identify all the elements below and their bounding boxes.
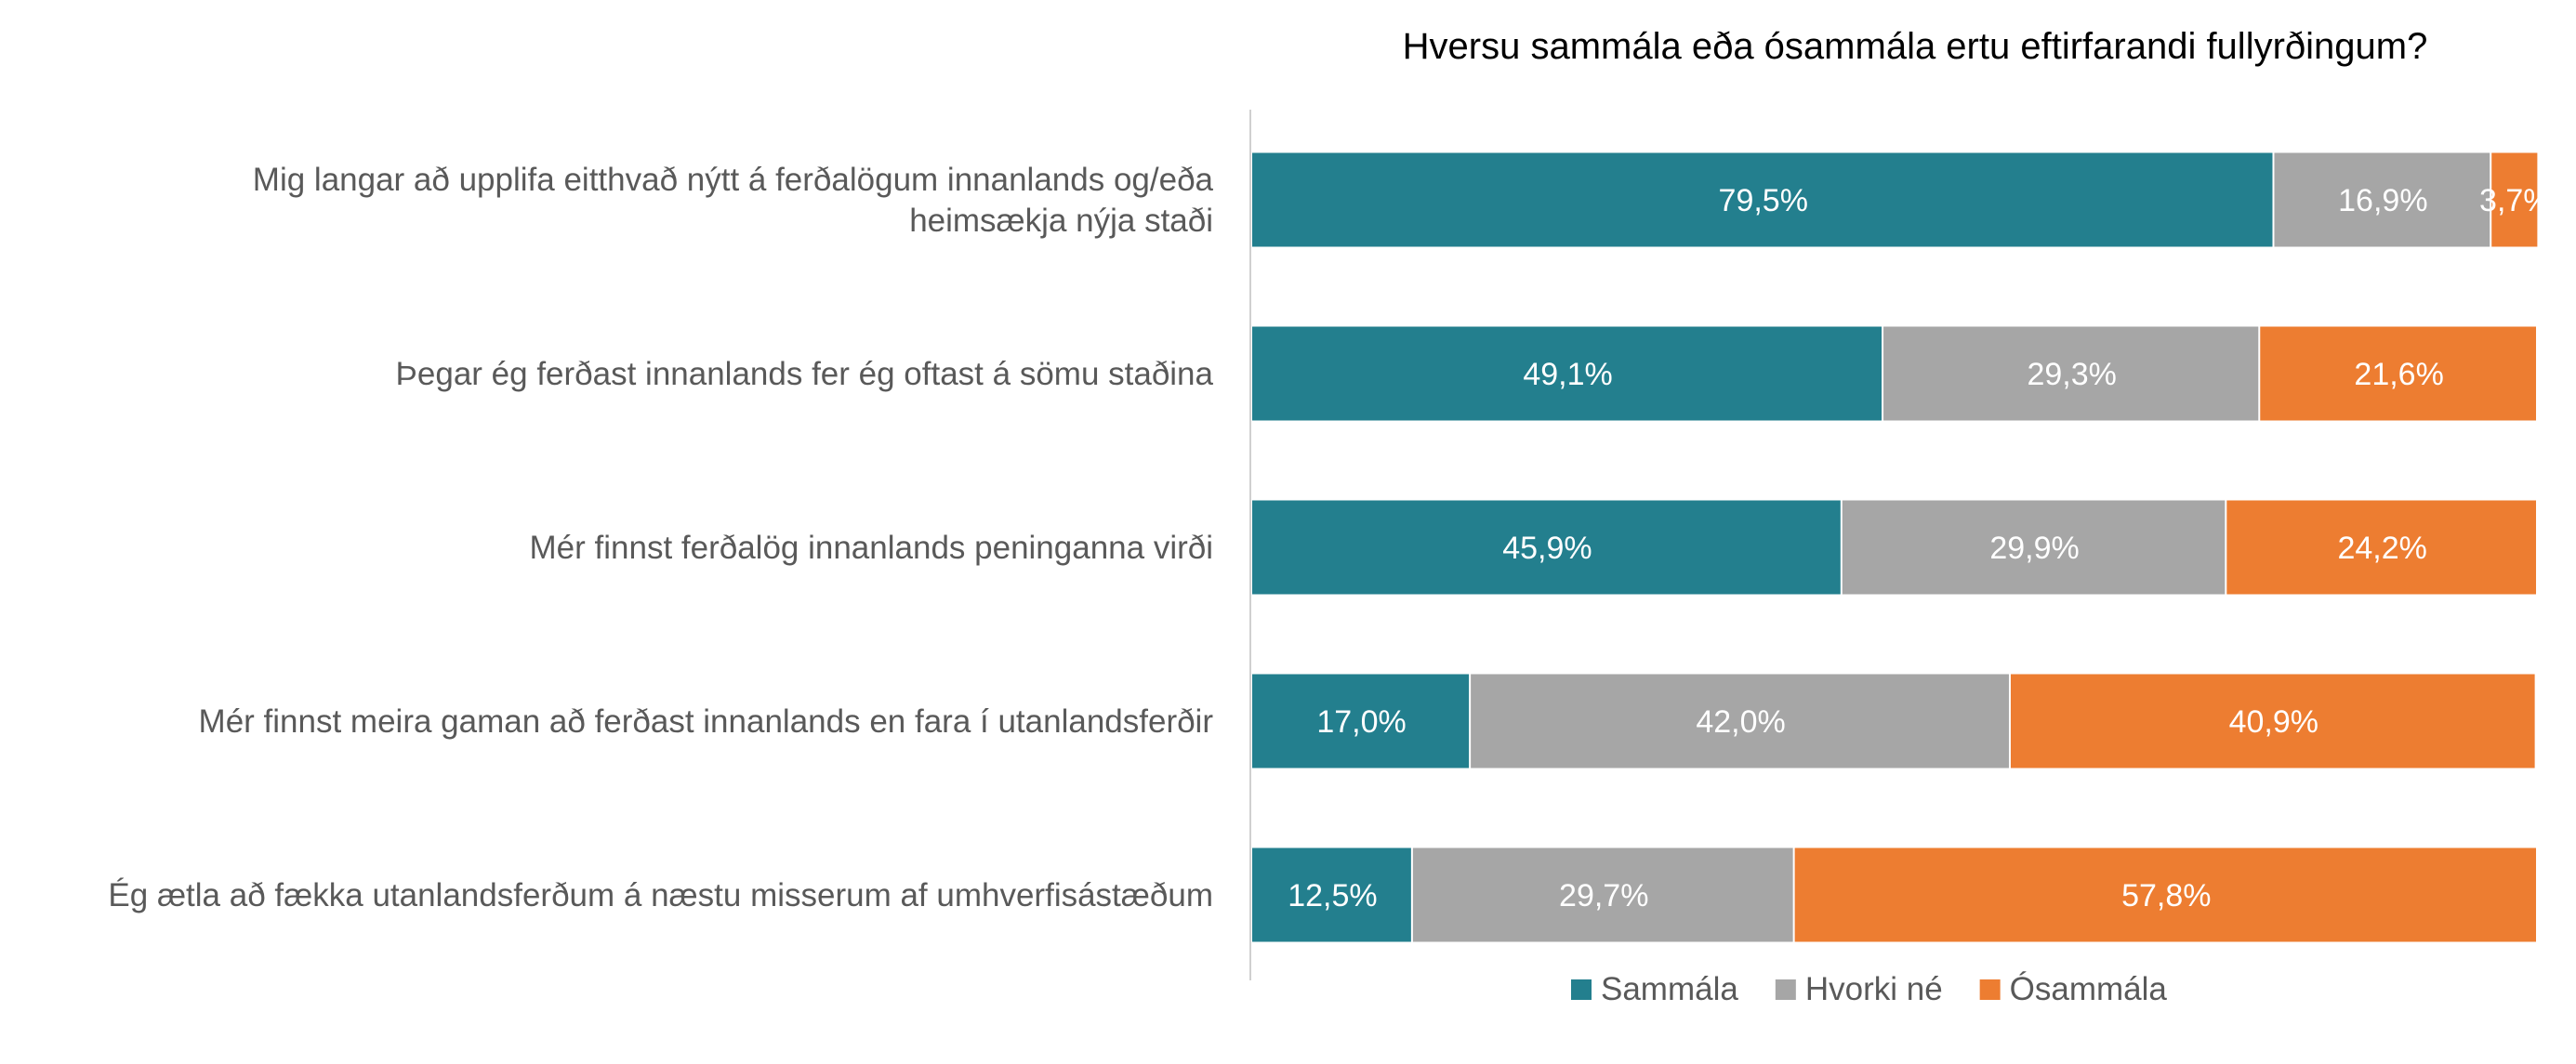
category-label: Mér finnst meira gaman að ferðast innanl… — [199, 703, 1214, 740]
bar-segment — [1794, 847, 2536, 942]
chart-title: Hversu sammála eða ósammála ertu eftirfa… — [1403, 26, 2428, 67]
legend-swatch — [1979, 979, 2001, 1000]
data-label: 29,7% — [1559, 878, 1648, 913]
category-label-line: Ég ætla að fækka utanlandsferðum á næstu… — [108, 877, 1213, 913]
bar-segment — [2010, 674, 2535, 768]
data-label: 79,5% — [1719, 183, 1808, 218]
legend-label: Sammála — [1601, 971, 1738, 1007]
data-label: 3,7% — [2479, 183, 2552, 218]
category-label: Þegar ég ferðast innanlands fer ég oftas… — [396, 356, 1214, 392]
category-label: Ég ætla að fækka utanlandsferðum á næstu… — [108, 877, 1213, 913]
category-label-line: Mér finnst ferðalög innanlands peningann… — [530, 530, 1213, 566]
category-label-line: Mig langar að upplifa eitthvað nýtt á fe… — [253, 162, 1214, 198]
category-label-line: Mér finnst meira gaman að ferðast innanl… — [199, 703, 1214, 740]
bar-segment — [1842, 500, 2226, 595]
data-label: 40,9% — [2229, 704, 2318, 740]
bar-segment — [1252, 500, 1841, 595]
legend-swatch — [1571, 979, 1592, 1000]
legend: Sammála Hvorki né Ósammála — [1571, 971, 2167, 1007]
category-label: Mér finnst ferðalög innanlands peningann… — [530, 530, 1213, 566]
bar-segment — [1883, 326, 2259, 421]
legend-swatch — [1775, 979, 1796, 1000]
category-label-line: heimsækja nýja staði — [909, 203, 1213, 239]
category-labels: Mig langar að upplifa eitthvað nýtt á fe… — [108, 162, 1213, 913]
data-label: 24,2% — [2337, 531, 2426, 566]
bar-segment — [2260, 326, 2536, 421]
bar-segment — [1412, 847, 1793, 942]
bar-segment — [1252, 847, 1411, 942]
data-label: 42,0% — [1696, 704, 1785, 740]
data-label: 45,9% — [1502, 531, 1592, 566]
bar-segment — [1471, 674, 2009, 768]
category-label-line: Þegar ég ferðast innanlands fer ég oftas… — [396, 356, 1214, 392]
data-label: 12,5% — [1288, 878, 1377, 913]
legend-label: Ósammála — [2010, 971, 2168, 1007]
data-label: 49,1% — [1523, 357, 1612, 392]
data-label: 17,0% — [1316, 704, 1406, 740]
bar-segment — [2491, 152, 2538, 247]
legend-label: Hvorki né — [1805, 971, 1943, 1007]
data-label: 57,8% — [2121, 878, 2211, 913]
bar-segment — [1252, 674, 1470, 768]
bar-segment — [2274, 152, 2490, 247]
category-label: Mig langar að upplifa eitthvað nýtt á fe… — [253, 162, 1214, 239]
bar-segment — [1252, 326, 1882, 421]
bars-group: 79,5% 16,9% 3,7% 49,1% 29,3% 21,6% 45,9% 29,9% 2… — [1252, 152, 2552, 942]
data-label: 29,9% — [1989, 531, 2079, 566]
data-label: 21,6% — [2354, 357, 2443, 392]
bar-segment — [1252, 152, 2273, 247]
data-label: 29,3% — [2027, 357, 2116, 392]
bar-segment — [2226, 500, 2536, 595]
data-label: 16,9% — [2338, 183, 2427, 218]
